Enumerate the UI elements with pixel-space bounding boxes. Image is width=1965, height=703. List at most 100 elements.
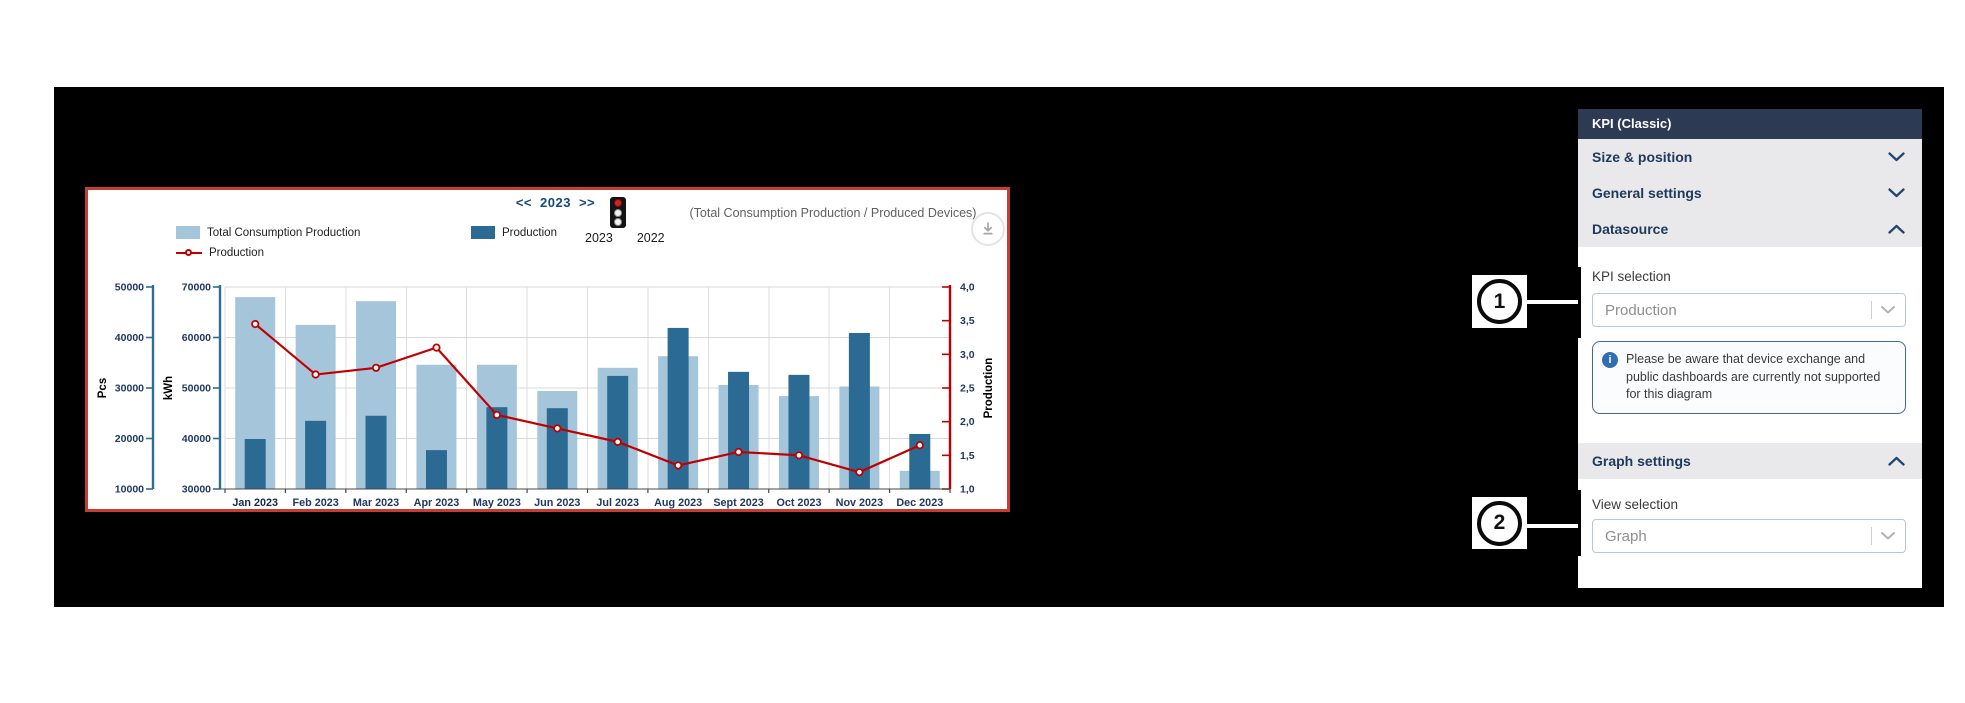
bar-production xyxy=(788,374,810,489)
axis-title: kWh xyxy=(163,376,175,400)
line-marker xyxy=(674,461,683,470)
dropdown-controls xyxy=(1871,527,1905,545)
month-label: Jan 2023 xyxy=(232,497,278,509)
tick-label: 50000 xyxy=(182,383,211,395)
view-selection-dropdown[interactable]: Graph xyxy=(1592,519,1906,553)
line-marker xyxy=(432,343,441,352)
view-selection-value: Graph xyxy=(1605,527,1647,545)
traffic-light-icon xyxy=(610,197,626,228)
callout-2-number: 2 xyxy=(1477,500,1522,546)
month-label: Aug 2023 xyxy=(654,497,702,509)
legend-item-total-consumption[interactable]: Total Consumption Production xyxy=(176,226,360,239)
section-graph-settings[interactable]: Graph settings xyxy=(1578,443,1922,479)
tick-label: 1,0 xyxy=(960,484,975,496)
bar-production xyxy=(667,327,689,489)
legend-label: Production xyxy=(209,247,264,259)
chevron-down-icon xyxy=(1888,188,1905,198)
legend-label: Total Consumption Production xyxy=(207,226,361,239)
axis-title: Production xyxy=(983,358,995,419)
dropdown-divider xyxy=(1871,527,1872,545)
line-marker xyxy=(613,437,622,446)
year-toggle-2022[interactable]: 2022 xyxy=(636,231,665,245)
section-label: Datasource xyxy=(1592,221,1669,237)
callout-2-connector xyxy=(1518,521,1578,531)
bar-production xyxy=(546,408,568,489)
year-toggle-group: 2023 2022 xyxy=(585,231,665,245)
kpi-selection-label: KPI selection xyxy=(1592,269,1671,284)
section-label: General settings xyxy=(1592,185,1702,201)
callout-2: 2 xyxy=(1472,497,1527,549)
kpi-selection-dropdown[interactable]: Production xyxy=(1592,293,1906,327)
month-label: Jun 2023 xyxy=(534,497,580,509)
line-marker xyxy=(492,410,501,420)
month-label: Feb 2023 xyxy=(293,497,339,509)
production-line xyxy=(254,323,921,474)
info-note: i Please be aware that device exchange a… xyxy=(1592,341,1906,414)
kpi-selection-value: Production xyxy=(1605,301,1677,319)
dropdown-divider xyxy=(1871,301,1872,319)
settings-panel: KPI (Classic) Size & position General se… xyxy=(1578,109,1922,588)
view-selection-label: View selection xyxy=(1592,497,1679,512)
bar-production xyxy=(486,407,508,489)
section-size-and-position[interactable]: Size & position xyxy=(1578,139,1922,175)
tick-label: 1,5 xyxy=(960,450,975,462)
tick-label: 40000 xyxy=(115,332,144,344)
tick-label: 10000 xyxy=(115,484,144,496)
kpi-chart-widget: << 2023 >> 2023 2022 (Total Consumption Pr… xyxy=(85,187,1010,512)
bar-production xyxy=(728,371,750,489)
legend-swatch-dark-blue xyxy=(471,226,495,239)
axis-title: Pcs xyxy=(97,378,109,398)
tick-label: 3,0 xyxy=(960,349,975,361)
year-navigation: << 2023 >> xyxy=(493,195,618,210)
section-label: Graph settings xyxy=(1592,453,1691,469)
year-toggle-2023[interactable]: 2023 xyxy=(585,231,613,245)
line-marker xyxy=(553,424,562,433)
bar-production xyxy=(848,332,870,489)
tick-label: 30000 xyxy=(182,484,211,496)
legend-item-production-bar[interactable]: Production xyxy=(471,226,557,239)
line-marker xyxy=(734,447,743,457)
line-marker xyxy=(371,363,381,372)
chevron-down-icon xyxy=(1881,306,1895,314)
tick-label: 2,5 xyxy=(960,383,975,395)
download-icon xyxy=(983,222,993,235)
bar-production xyxy=(365,415,387,489)
section-general-settings[interactable]: General settings xyxy=(1578,175,1922,211)
tick-label: 4,0 xyxy=(960,282,975,294)
legend-label: Production xyxy=(502,226,557,239)
current-year-label: 2023 xyxy=(540,195,571,210)
chevron-down-icon xyxy=(1888,152,1905,162)
tick-label: 70000 xyxy=(182,282,211,294)
next-year-button[interactable]: >> xyxy=(578,195,596,210)
callout-1-connector xyxy=(1518,297,1578,307)
legend-item-production-line[interactable]: Production xyxy=(176,247,264,259)
kpi-chart-svg: 10000 20000 30000 40000 50000 30000 40000 50000… xyxy=(97,282,995,510)
callout-1: 1 xyxy=(1472,275,1527,328)
line-marker xyxy=(855,468,864,477)
bar-production xyxy=(244,439,266,489)
month-label: May 2023 xyxy=(473,497,521,509)
download-button[interactable] xyxy=(971,212,1005,246)
panel-title: KPI (Classic) xyxy=(1578,109,1922,139)
legend-swatch-light-blue xyxy=(176,226,200,239)
month-label: Oct 2023 xyxy=(776,497,821,509)
prev-year-button[interactable]: << xyxy=(515,195,533,210)
traffic-light-red xyxy=(614,198,622,207)
bar-production xyxy=(607,375,629,489)
line-marker xyxy=(794,451,804,460)
tick-label: 50000 xyxy=(115,282,144,294)
month-label: Nov 2023 xyxy=(836,497,883,509)
tick-label: 60000 xyxy=(182,332,211,344)
bar-production xyxy=(425,450,447,489)
month-label: Sept 2023 xyxy=(713,497,763,509)
tick-label: 30000 xyxy=(115,383,144,395)
legend-line-marker xyxy=(176,249,202,256)
month-label: Dec 2023 xyxy=(896,497,943,509)
section-datasource[interactable]: Datasource xyxy=(1578,211,1922,247)
line-marker xyxy=(915,441,924,450)
line-marker xyxy=(311,370,320,379)
chevron-down-icon xyxy=(1881,532,1895,540)
callout-1-number: 1 xyxy=(1477,279,1522,324)
chart-subtitle: (Total Consumption Production / Produced… xyxy=(689,206,977,220)
tick-label: 3,5 xyxy=(960,315,975,327)
